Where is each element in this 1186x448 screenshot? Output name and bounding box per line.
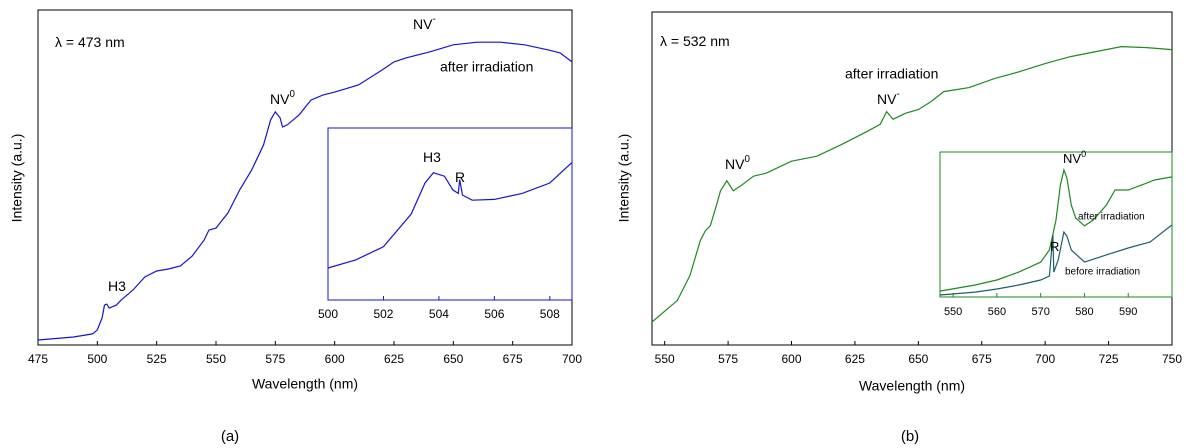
annotation: H3	[423, 149, 441, 165]
x-tick-label: 700	[562, 352, 582, 366]
series-label: after irradiation	[1078, 212, 1145, 223]
x-tick-label: 550	[206, 352, 226, 366]
x-tick-label: 750	[1162, 352, 1182, 366]
x-tick-label: 700	[1035, 352, 1055, 366]
x-tick-label: 506	[484, 307, 504, 321]
spectrum-line	[327, 161, 573, 269]
annotation-text: H3	[108, 278, 126, 294]
annotation-sup: -	[896, 89, 899, 100]
x-tick-label: 675	[972, 352, 992, 366]
x-axis-label: Wavelength (nm)	[859, 378, 965, 394]
x-tick-label: 650	[443, 352, 463, 366]
panel-caption: (a)	[221, 428, 239, 445]
annotation-text: NV	[413, 16, 433, 32]
annotation: NV0	[1063, 149, 1086, 166]
x-tick-label: 575	[718, 352, 738, 366]
annotation: NV0	[270, 89, 295, 107]
series-label: after irradiation	[440, 59, 533, 75]
x-tick-label: 500	[318, 307, 338, 321]
spectrum-line	[939, 167, 1173, 292]
x-tick-label: 625	[384, 352, 404, 366]
panel-caption: (b)	[901, 428, 919, 445]
x-tick-label: 504	[429, 307, 449, 321]
y-axis-label: Intensity (a.u.)	[616, 134, 632, 223]
annotation: R	[1050, 239, 1059, 254]
annotation-text: NV	[270, 91, 290, 107]
annotation-text: λ = 473 nm	[55, 34, 125, 50]
x-tick-label: 625	[845, 352, 865, 366]
x-tick-label: 508	[540, 307, 560, 321]
x-tick-label: 725	[1099, 352, 1119, 366]
spectrum-line	[37, 41, 573, 341]
x-tick-label: 502	[373, 307, 393, 321]
annotation: H3	[108, 278, 126, 294]
annotation: λ = 532 nm	[660, 33, 730, 49]
x-tick-label: 550	[944, 306, 962, 318]
x-tick-label: 550	[655, 352, 675, 366]
x-tick-label: 500	[87, 352, 107, 366]
plot-frame	[327, 127, 573, 301]
x-tick-label: 570	[1031, 306, 1049, 318]
x-tick-label: 575	[265, 352, 285, 366]
annotation: NV-	[877, 89, 900, 107]
annotation-sup: -	[432, 14, 435, 25]
x-tick-label: 560	[988, 306, 1006, 318]
annotation-text: NV	[725, 156, 745, 172]
x-tick-label: 650	[908, 352, 928, 366]
annotation: NV0	[725, 154, 750, 172]
x-tick-label: 580	[1075, 306, 1093, 318]
x-tick-label: 475	[28, 352, 48, 366]
annotation-sup: 0	[289, 89, 295, 100]
plot-frame	[939, 151, 1173, 298]
annotation-text: NV	[877, 91, 897, 107]
spectrum-line	[939, 224, 1173, 296]
x-tick-label: 590	[1119, 306, 1137, 318]
x-tick-label: 600	[781, 352, 801, 366]
annotation-text: λ = 532 nm	[660, 33, 730, 49]
x-tick-label: 600	[325, 352, 345, 366]
x-tick-label: 525	[147, 352, 167, 366]
annotation: NV-	[413, 14, 436, 32]
series-label: after irradiation	[845, 66, 938, 82]
spectrum-line	[651, 45, 1173, 323]
annotation-sup: 0	[744, 154, 750, 165]
series-label: before irradiation	[1065, 267, 1140, 278]
x-axis-label: Wavelength (nm)	[252, 376, 358, 392]
annotation-text: R	[1050, 239, 1059, 254]
annotation-text: H3	[423, 149, 441, 165]
annotation-sup: 0	[1081, 149, 1086, 159]
annotation-text: R	[455, 169, 465, 185]
x-tick-label: 675	[503, 352, 523, 366]
y-axis-label: Intensity (a.u.)	[9, 134, 25, 223]
annotation: R	[455, 169, 465, 185]
annotation-text: NV	[1063, 151, 1081, 166]
annotation: λ = 473 nm	[55, 34, 125, 50]
